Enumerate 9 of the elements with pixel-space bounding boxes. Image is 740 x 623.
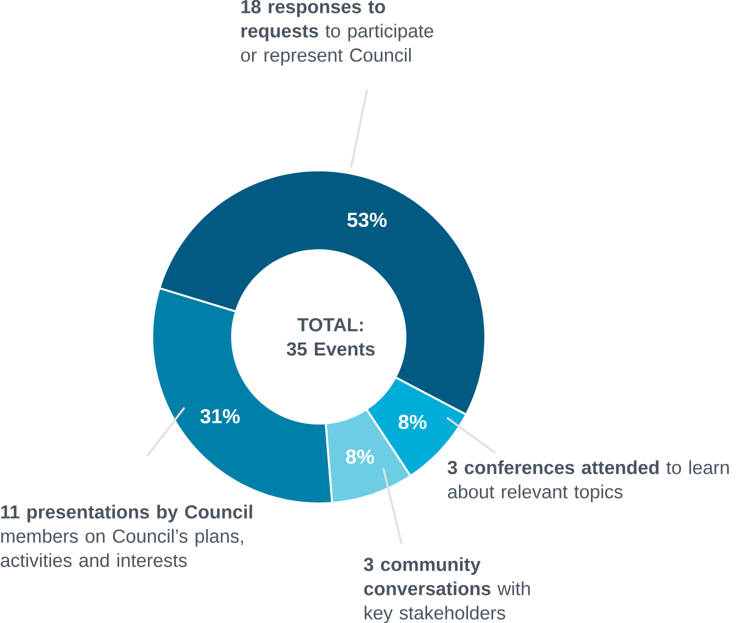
data-label: 31%: [200, 408, 240, 424]
category-label: 3 conferences attended to learn about relevant topics: [448, 460, 729, 502]
slice-label: 3 community conversations with key stakeholders: [364, 557, 530, 623]
slice-label: 11 presentations by Council members on Council’s plans, activities and interests: [0, 504, 252, 567]
data-label: 8%: [398, 414, 427, 429]
data-label: 8%: [346, 449, 374, 464]
text: TOTAL: 35 Events: [286, 318, 375, 356]
data-label: 53%: [347, 212, 387, 227]
slice-label: 18 responses to requests to participate or represent Council: [241, 0, 434, 66]
